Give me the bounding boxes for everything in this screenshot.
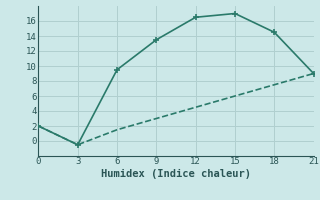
X-axis label: Humidex (Indice chaleur): Humidex (Indice chaleur): [101, 169, 251, 179]
